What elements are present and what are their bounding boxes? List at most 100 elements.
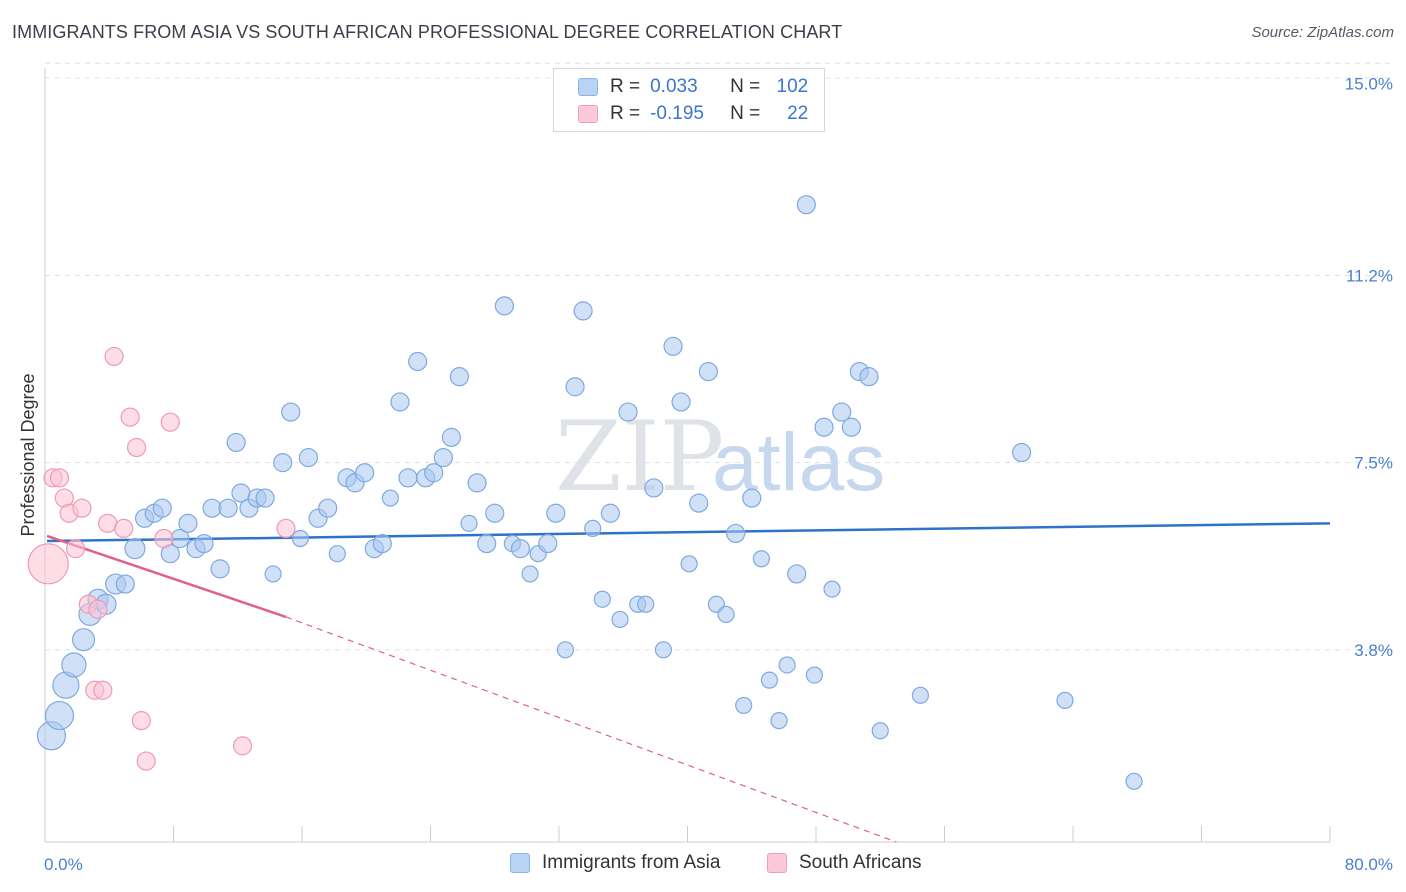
south-african-point [276,518,296,539]
legend-swatch-south-africans [578,105,598,123]
asia-point [152,498,172,518]
south-african-point [126,437,147,458]
asia-point [1125,772,1143,790]
asia-point [202,498,222,518]
series-label-south-africans: South Africans [799,852,922,873]
asia-point [742,488,762,508]
legend-n-label: N = [730,76,761,97]
asia-point [521,565,539,583]
grid-lines [45,62,1392,651]
tick-labels: 3.8% 7.5% 11.2% 15.0% 0.0% 80.0% [44,74,1393,874]
asia-point [823,580,841,598]
source-label: Source: ZipAtlas.com [1251,24,1394,41]
asia-point [381,489,399,507]
south-african-point [160,412,180,432]
y-axis-label: Professional Degree [18,373,38,536]
asia-point [355,463,375,483]
asia-point [565,377,585,397]
series-label-asia: Immigrants from Asia [542,852,721,873]
south-african-trend-extension [285,616,897,843]
asia-point [467,473,487,493]
x-tick-label: 0.0% [44,855,83,874]
south-african-trend-line [46,534,287,619]
south-african-point [104,346,124,367]
asia-point [1056,691,1074,709]
legend-n-value-south-africans: 22 [787,103,809,124]
legend-swatch-asia [578,78,598,96]
asia-point [390,392,410,412]
south-african-point [131,711,151,731]
south-african-point [93,680,113,700]
south-african-point [27,543,69,585]
legend-row-asia: R = 0.033 N = 102 [578,75,808,99]
asia-point [717,605,735,623]
legend-r-value-south-africans: -0.195 [650,103,704,124]
south-african-point [154,528,174,549]
south-african-point [120,407,140,427]
asia-point [556,641,575,659]
series-legend-south-africans: South Africans [767,852,922,874]
asia-point [398,468,418,488]
x-tick-label: 80.0% [1345,855,1393,874]
south-african-point [49,468,70,488]
asia-point [477,533,497,554]
axes [44,68,1331,843]
asia-point [449,367,470,387]
asia-point [698,362,718,382]
legend-n-label: N = [730,103,761,124]
asia-point [460,514,478,532]
asia-point [44,700,75,731]
asia-point [273,453,293,473]
asia-point [71,628,96,652]
asia-point [424,463,444,483]
south-african-point [98,513,118,533]
asia-point [832,402,852,422]
asia-point [637,595,655,613]
y-tick-label: 15.0% [1345,74,1393,93]
asia-point [752,550,770,568]
south-african-point [72,498,92,518]
asia-trend-line [46,522,1331,543]
south-african-point [88,599,108,619]
asia-point [735,696,753,715]
asia-point [644,478,664,498]
y-tick-label: 3.8% [1354,641,1393,660]
asia-point [328,545,346,563]
asia-point [584,519,602,538]
asia-point [441,427,461,447]
south-african-point [136,751,156,771]
legend-r-label: R = [610,103,641,124]
asia-point [618,402,638,422]
asia-point [218,498,238,518]
asia-point [689,493,709,513]
asia-point [298,447,319,468]
south-african-point [232,736,253,756]
series-swatch-south-africans [767,853,787,873]
asia-point [494,296,514,316]
asia-point [593,590,611,608]
asia-point [787,564,807,584]
asia-point [433,447,453,468]
asia-point [485,503,505,523]
asia-point [859,367,879,387]
asia-point [760,671,779,689]
asia-point [546,503,566,523]
data-points [27,195,1143,790]
south-african-point [114,518,134,539]
south-african-point [65,539,86,559]
asia-point [770,712,788,730]
asia-point [600,503,621,523]
trend-lines [46,522,1331,843]
asia-point [281,402,301,422]
asia-point [264,565,282,583]
asia-point [1011,442,1032,463]
asia-point [841,417,861,437]
legend-n-value-asia: 102 [776,76,809,97]
asia-point [61,652,87,678]
series-swatch-asia [510,853,530,873]
legend-r-value-asia: 0.033 [650,76,698,97]
asia-point [671,392,691,412]
legend-r-label: R = [610,76,641,97]
asia-point [318,498,338,518]
